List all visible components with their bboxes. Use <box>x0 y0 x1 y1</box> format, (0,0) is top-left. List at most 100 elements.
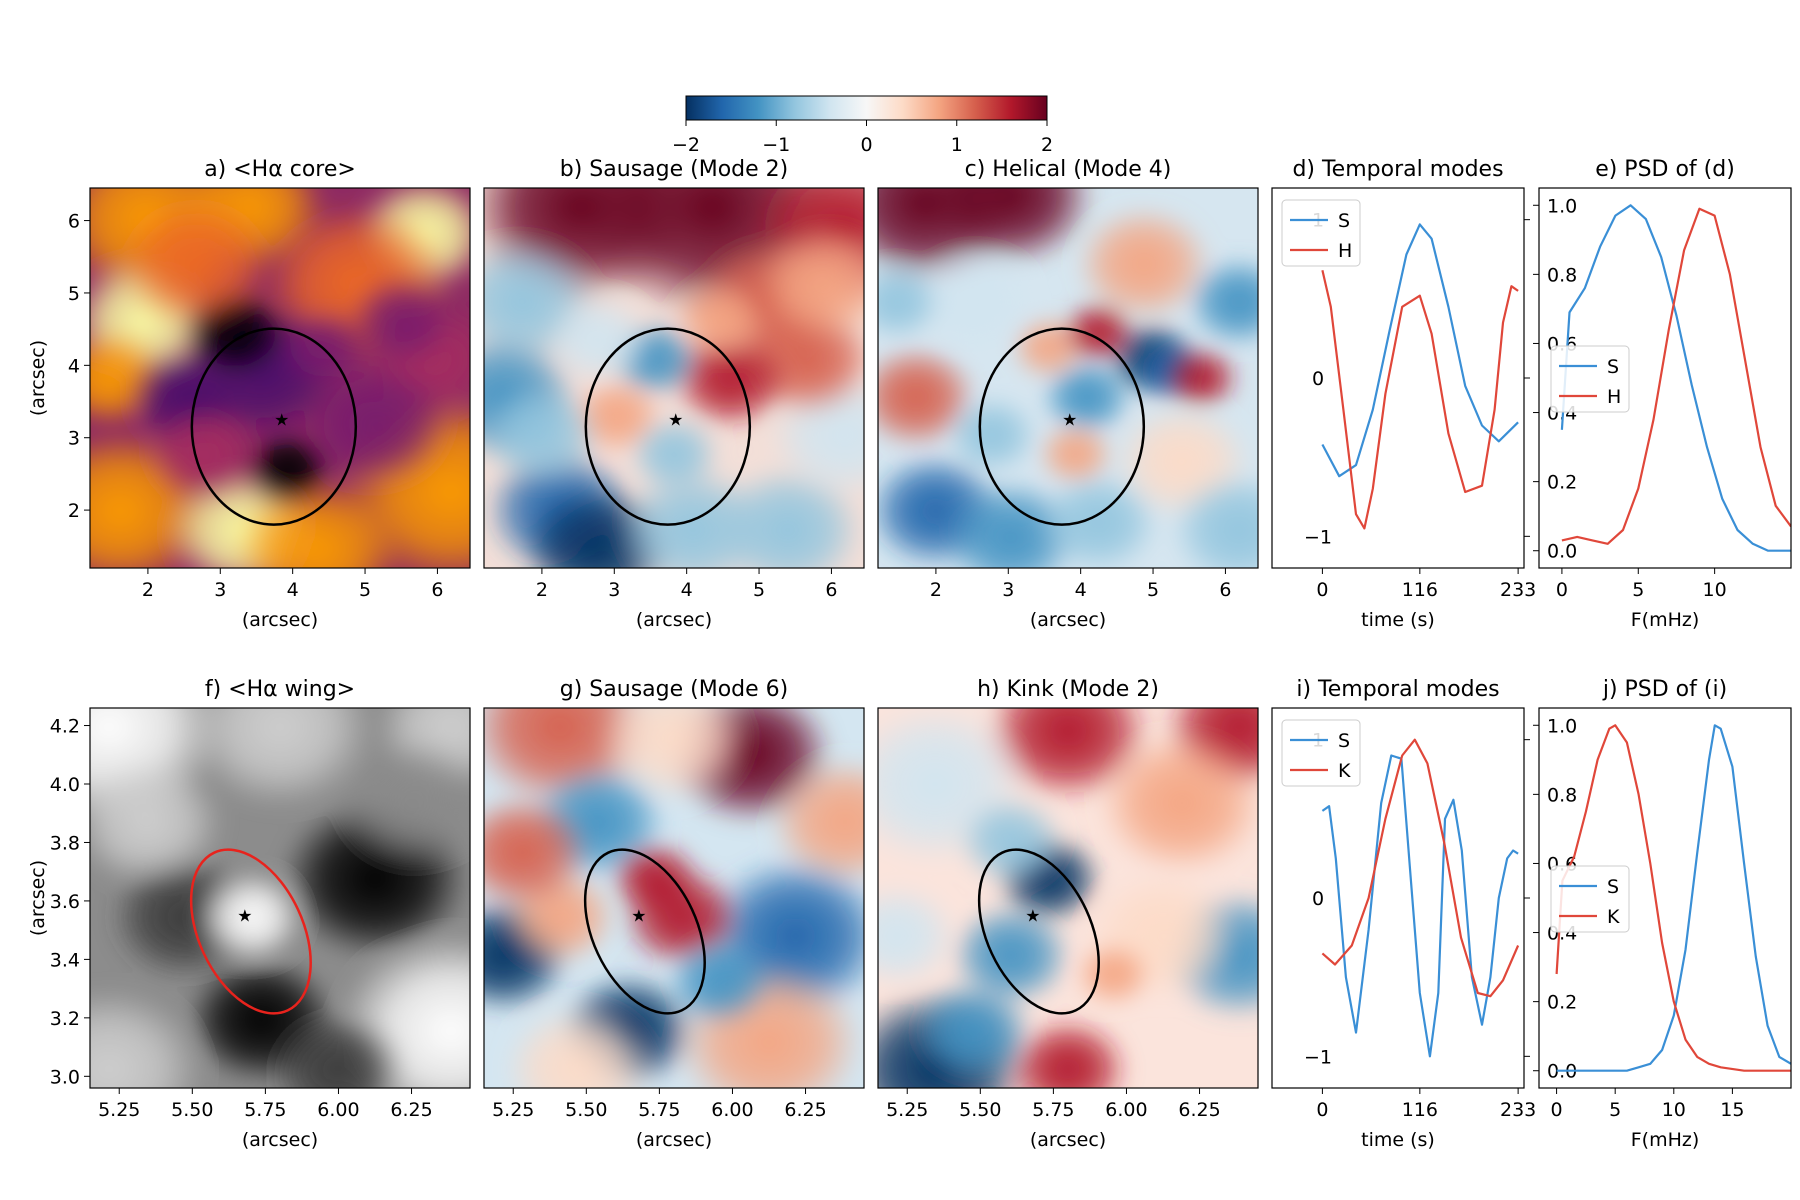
x-tick-label: 233 <box>1500 579 1536 601</box>
legend: SK <box>1281 719 1361 787</box>
y-tick-label: 0 <box>1312 368 1324 390</box>
heatmap-blob <box>348 275 455 367</box>
x-tick-label: 6.25 <box>390 1099 432 1121</box>
x-tick-label: 0 <box>1556 579 1568 601</box>
axes-frame <box>1271 187 1525 569</box>
x-tick-label: 116 <box>1402 1099 1438 1121</box>
axes-frame <box>1538 187 1792 569</box>
y-tick-label: 3.6 <box>50 891 80 913</box>
legend-label-S: S <box>1607 876 1619 898</box>
legend: SH <box>1550 345 1630 413</box>
plot-area <box>1555 724 1791 1072</box>
heatmap-blob <box>1007 1017 1129 1088</box>
x-tick-label: 6.00 <box>317 1099 359 1121</box>
region-contour <box>190 327 358 526</box>
heatmap-blob <box>927 188 1095 267</box>
region-contour <box>977 848 1100 1015</box>
heatmap-blob <box>1185 256 1258 348</box>
y-tick-label: 1.0 <box>1547 715 1577 737</box>
x-axis-label: (arcsec) <box>242 1129 318 1151</box>
x-tick-label: 233 <box>1500 1099 1536 1121</box>
heatmap-blob <box>1163 345 1239 411</box>
heatmap-blob <box>242 430 334 508</box>
x-tick-label: 6.00 <box>1105 1099 1147 1121</box>
colorbar-ticks: −2 −1 0 1 2 <box>672 120 1053 156</box>
heatmap-blob <box>757 224 864 342</box>
series-line-H <box>1561 207 1791 545</box>
heatmap-blob <box>196 871 303 963</box>
y-tick-label: 4.2 <box>50 716 80 738</box>
x-tick-label: 5 <box>753 579 765 601</box>
y-tick-label: 5 <box>68 283 80 305</box>
x-tick-label: 3 <box>608 579 620 601</box>
heatmap-blob <box>90 757 223 887</box>
x-axis-label: (arcsec) <box>242 609 318 631</box>
x-tick-label: 0 <box>1316 1099 1328 1121</box>
series-line-K <box>1321 738 1520 998</box>
legend-label-K: K <box>1607 906 1620 928</box>
y-tick-label: 3.8 <box>50 832 80 854</box>
legend-label-H: H <box>1338 240 1352 262</box>
y-tick-label: 0 <box>1312 888 1324 910</box>
heatmap-blob <box>1075 941 1152 1007</box>
y-tick-label: 3.4 <box>50 949 80 971</box>
heatmap-blob <box>1060 300 1137 365</box>
y-tick-label: 0.8 <box>1547 264 1577 286</box>
axes-frame <box>1538 707 1792 1089</box>
x-tick-label: 5.25 <box>492 1099 534 1121</box>
region-contour <box>584 327 752 526</box>
y-tick-label: 4 <box>68 355 80 377</box>
y-tick-label: 4.0 <box>50 774 80 796</box>
heatmap-blob <box>878 884 958 988</box>
panel-h: ★ 5.25 5.50 5.75 6.00 6.25 (arcsec) h) Kink (Mo… <box>877 677 1259 1151</box>
x-tick-label: 2 <box>536 579 548 601</box>
heatmap-blob <box>1098 731 1258 875</box>
x-tick-label: 4 <box>681 579 693 601</box>
x-tick-label: 6 <box>825 579 837 601</box>
series-line-S <box>1560 204 1791 552</box>
center-marker: ★ <box>1025 907 1040 927</box>
heatmap-blob <box>912 250 1034 354</box>
axes-frame <box>877 707 1259 1089</box>
heatmap-blob <box>1075 205 1213 323</box>
panel-title: j) PSD of (i) <box>1602 677 1727 702</box>
legend: SH <box>1281 199 1361 267</box>
x-tick-label: 5.50 <box>959 1099 1001 1121</box>
heatmap-image <box>878 188 1258 568</box>
x-tick-label: 5.25 <box>886 1099 928 1121</box>
y-tick-label: 0.2 <box>1547 472 1577 494</box>
heatmap-blob <box>628 415 720 493</box>
heatmap-blob <box>503 1004 655 1088</box>
heatmap-blob <box>946 396 1038 474</box>
series-line-K <box>1555 724 1791 1072</box>
plot-area <box>1321 223 1519 530</box>
x-tick-label: 5 <box>359 579 371 601</box>
legend-label-K: K <box>1338 760 1351 782</box>
heatmap-texture <box>878 708 1258 1088</box>
x-tick-label: 6 <box>1219 579 1231 601</box>
panel-title: i) Temporal modes <box>1296 677 1499 702</box>
y-axis-label: (arcsec) <box>27 860 49 936</box>
panel-title: h) Kink (Mode 2) <box>977 677 1159 702</box>
heatmap-blob <box>484 383 602 487</box>
plot-area <box>1560 204 1791 552</box>
x-tick-label: 6 <box>431 579 443 601</box>
heatmap-texture <box>484 708 864 1088</box>
y-tick-label: 6 <box>68 211 80 233</box>
x-axis-label: time (s) <box>1361 1129 1435 1151</box>
legend-label-H: H <box>1607 386 1621 408</box>
center-marker: ★ <box>631 907 646 927</box>
colorbar-tick-label: −2 <box>672 134 700 156</box>
series-line-S <box>1556 724 1791 1072</box>
heatmap-blob <box>1037 421 1114 487</box>
panel-g: ★ 5.25 5.50 5.75 6.00 6.25 (arcsec) g) Sausage … <box>483 677 865 1151</box>
x-axis-label: time (s) <box>1361 609 1435 631</box>
panel-title: a) <Hα core> <box>204 157 356 182</box>
x-axis-label: (arcsec) <box>1030 1129 1106 1151</box>
panel-title: e) PSD of (d) <box>1595 157 1735 182</box>
x-tick-label: 5 <box>1632 579 1644 601</box>
heatmap-image <box>90 188 470 568</box>
y-tick-label: 0.8 <box>1547 784 1577 806</box>
y-tick-label: 1.0 <box>1547 195 1577 217</box>
x-tick-label: 6.25 <box>1178 1099 1220 1121</box>
